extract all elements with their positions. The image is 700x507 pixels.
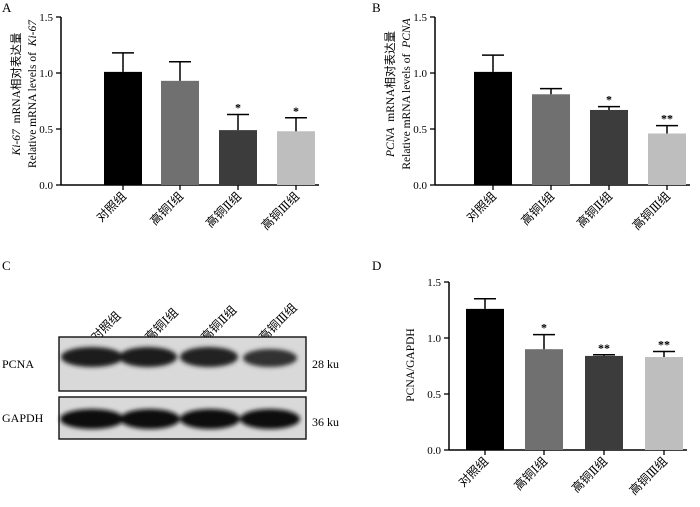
- panel-a-marks: 0.0 0.5 1.0 1.5 对照组 高铜Ⅰ组 * 高铜Ⅱ组 * 高铜Ⅲ组: [39, 12, 319, 233]
- panel-b-bar: [590, 109, 628, 185]
- panel-b-ytick-label: 1.5: [413, 12, 427, 24]
- panel-d-ytick-label: 1.0: [427, 333, 441, 345]
- panel-d-marks: 0.0 0.5 1.0 1.5 对照组 * 高铜Ⅰ组 ** 高铜Ⅱ组 ** 高铜Ⅲ组: [427, 277, 687, 498]
- panel-d-category-label: 高铜Ⅲ组: [626, 454, 670, 498]
- panel-b-ytick-label: 0.5: [413, 124, 427, 136]
- panel-a-ylabel-zh: Ki-67 mRNA相对表达量: [9, 33, 23, 157]
- blot-pcna-band-2: [119, 347, 177, 367]
- panel-a-ylabel-gene: Ki-67: [11, 128, 23, 156]
- panel-b-category-label: 高铜Ⅲ组: [629, 189, 673, 233]
- panel-b-ylabel-en-prefix: Relative mRNA levels of: [401, 54, 413, 170]
- panel-b-bar: [532, 94, 570, 185]
- panel-d-letter: D: [372, 258, 381, 273]
- panel-a-ytick-label: 0.0: [39, 180, 53, 192]
- panel-b-ytick-label: 1.0: [413, 68, 427, 80]
- blot-gapdh-size-label: 36 ku: [312, 415, 339, 429]
- panel-d-bar: [645, 357, 683, 450]
- panel-b-ylabel-gene: PCNA: [385, 127, 397, 158]
- panel-d-ylabel: PCNA/GAPDH: [405, 328, 417, 402]
- blot-gapdh-band-4: [240, 409, 300, 429]
- panel-d-ytick-label: 0.0: [427, 445, 441, 457]
- panel-a-significance: *: [235, 100, 241, 114]
- panel-b-ylabel-zh-text: mRNA相对表达量: [383, 31, 397, 122]
- panel-c-letter: C: [2, 258, 11, 273]
- panel-b-category-label: 对照组: [464, 189, 499, 224]
- blot-gapdh-band-2: [120, 409, 180, 429]
- panel-d-bar: [525, 349, 563, 450]
- panel-b-ylabel-zh: PCNA mRNA相对表达量: [383, 31, 397, 158]
- panel-d-significance: **: [658, 337, 670, 351]
- panel-a-ylabel-en-prefix: Relative mRNA levels of: [27, 52, 39, 168]
- blot-pcna-band-4: [243, 349, 297, 367]
- panel-a-significance: *: [293, 104, 299, 118]
- panel-a-chart: A Ki-67 mRNA相对表达量 Relative mRNA levels o…: [2, 0, 319, 233]
- blot-gapdh-band-3: [180, 409, 240, 429]
- panel-d-bar: [585, 355, 623, 450]
- blot-gapdh-protein-label: GAPDH: [2, 411, 44, 425]
- panel-a-ylabel-en-gene: Ki-67: [27, 19, 39, 47]
- panel-a-category-label: 对照组: [94, 189, 129, 224]
- panel-b-ylabel-en: Relative mRNA levels of PCNA: [401, 17, 413, 169]
- panel-a-letter: A: [2, 0, 12, 15]
- panel-d-bar: [466, 308, 504, 450]
- panel-a-category-label: 高铜Ⅲ组: [258, 189, 302, 233]
- panel-d-ytick-label: 1.5: [427, 277, 441, 289]
- panel-b-ytick-label: 0.0: [413, 180, 427, 192]
- blot-gapdh-band-1: [60, 409, 124, 429]
- panel-a-ylabel-zh-text: mRNA相对表达量: [9, 33, 23, 124]
- panel-d-significance: **: [598, 341, 610, 355]
- panel-d-category-label: 高铜Ⅰ组: [511, 454, 550, 493]
- panel-b-significance: **: [661, 112, 673, 126]
- panel-a-category-label: 高铜Ⅱ组: [202, 189, 244, 231]
- panel-d-chart: D PCNA/GAPDH 0.0 0.5 1.0 1.5 对照组 * 高铜Ⅰ组 ** 高铜Ⅱ组 *…: [372, 258, 687, 498]
- blot-pcna-protein-label: PCNA: [2, 357, 34, 371]
- panel-a-bar: [104, 71, 142, 185]
- blot-pcna-band-1: [61, 347, 123, 367]
- panel-a-ytick-label: 1.5: [39, 12, 53, 24]
- blot-pcna-band-3: [180, 347, 238, 367]
- panel-a-bar: [219, 130, 257, 185]
- panel-a-ytick-label: 1.0: [39, 68, 53, 80]
- panel-a-category-label: 高铜Ⅰ组: [147, 189, 186, 228]
- panel-d-category-label: 高铜Ⅱ组: [568, 454, 610, 496]
- panel-d-significance: *: [541, 321, 547, 335]
- panel-b-ylabel-en-gene: PCNA: [401, 17, 413, 48]
- panel-b-chart: B PCNA mRNA相对表达量 Relative mRNA levels of…: [372, 0, 690, 233]
- panel-b-significance: *: [606, 93, 612, 107]
- panel-b-category-label: 高铜Ⅱ组: [573, 189, 615, 231]
- panel-b-letter: B: [372, 0, 381, 15]
- panel-a-bar: [161, 80, 199, 185]
- panel-b-bar: [474, 71, 512, 185]
- blot-row-pcna: PCNA 28 ku: [2, 336, 339, 392]
- panel-a-bar: [277, 131, 315, 185]
- panel-d-ytick-label: 0.5: [427, 389, 441, 401]
- panel-a-ylabel-en: Relative mRNA levels of Ki-67: [27, 19, 39, 168]
- panel-b-category-label: 高铜Ⅰ组: [518, 189, 557, 228]
- blot-row-gapdh: GAPDH 36 ku: [2, 396, 339, 440]
- panel-a-ytick-label: 0.5: [39, 124, 53, 136]
- panel-d-category-label: 对照组: [456, 454, 491, 489]
- panel-b-bar: [648, 133, 686, 185]
- panel-b-marks: 0.0 0.5 1.0 1.5 对照组 高铜Ⅰ组 * 高铜Ⅱ组 ** 高铜Ⅲ组: [413, 12, 690, 233]
- blot-pcna-size-label: 28 ku: [312, 357, 339, 371]
- panel-c-western-blot: C 对照组 高铜Ⅰ组 高铜Ⅱ组 高铜Ⅲ组 PCNA 28 ku: [2, 258, 339, 440]
